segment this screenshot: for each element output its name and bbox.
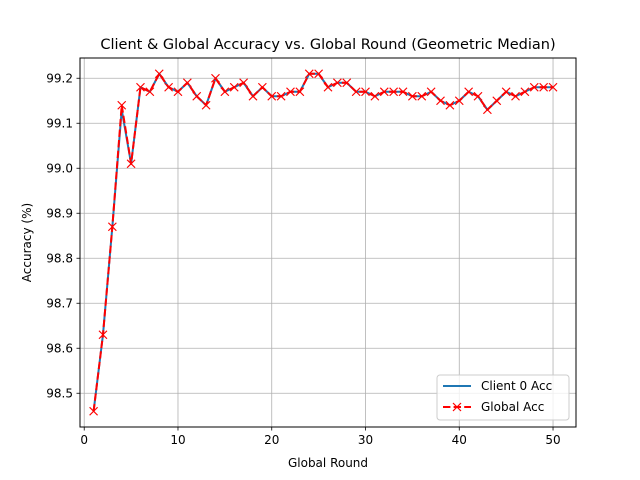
x-axis: 0 10 20 30 40 50: [80, 427, 561, 447]
chart-title: Client & Global Accuracy vs. Global Roun…: [100, 37, 555, 53]
data-point-global-acc: [539, 82, 549, 92]
data-point-global-acc: [426, 87, 436, 97]
x-tick-label: 30: [358, 433, 373, 447]
data-point-global-acc: [154, 69, 164, 79]
data-point-global-acc: [211, 73, 220, 83]
data-point-global-acc: [286, 87, 295, 97]
data-point-global-acc: [332, 78, 342, 88]
data-point-global-acc: [201, 100, 211, 110]
data-point-global-acc: [145, 87, 155, 97]
data-point-global-acc: [351, 87, 361, 97]
data-point-global-acc: [398, 87, 408, 97]
data-point-global-acc: [473, 91, 483, 101]
data-point-global-acc: [295, 87, 305, 97]
legend-marker-global-acc: [452, 402, 462, 412]
plot-series: [89, 69, 558, 416]
data-point-global-acc: [323, 82, 333, 92]
data-point-global-acc: [229, 82, 239, 92]
data-point-global-acc: [417, 91, 427, 101]
data-point-global-acc: [248, 91, 258, 101]
x-tick-label: 40: [452, 433, 467, 447]
data-point-global-acc: [361, 87, 370, 97]
y-tick-label: 99.0: [46, 162, 73, 176]
data-point-global-acc: [445, 100, 455, 110]
data-point-global-acc: [501, 87, 511, 97]
x-axis-label: Global Round: [288, 456, 368, 470]
data-point-global-acc: [389, 87, 399, 97]
legend: Client 0 Acc Global Acc: [436, 374, 570, 421]
y-tick-label: 98.9: [46, 207, 73, 221]
x-tick-label: 0: [80, 433, 88, 447]
data-point-global-acc: [520, 87, 530, 97]
y-tick-label: 98.5: [46, 387, 73, 401]
data-point-global-acc: [192, 91, 202, 101]
plot-frame: [79, 57, 577, 428]
legend-label-client-0-acc: Client 0 Acc: [481, 379, 552, 393]
data-point-global-acc: [304, 69, 314, 79]
data-point-global-acc: [126, 159, 136, 169]
data-point-global-acc: [220, 87, 230, 97]
data-point-global-acc: [492, 96, 502, 106]
data-point-global-acc: [136, 82, 145, 92]
y-axis: 98.5 98.6 98.7 98.8 98.9 99.0 99.1 99.2: [46, 72, 80, 401]
y-tick-label: 98.7: [46, 297, 73, 311]
data-point-global-acc: [98, 330, 108, 340]
data-point-global-acc: [548, 82, 558, 92]
y-tick-label: 98.8: [46, 252, 73, 266]
data-point-global-acc: [482, 105, 492, 115]
data-point-global-acc: [529, 82, 539, 92]
legend-label-global-acc: Global Acc: [481, 400, 544, 414]
x-tick-label: 10: [170, 433, 185, 447]
data-point-global-acc: [407, 91, 417, 101]
x-tick-label: 50: [545, 433, 560, 447]
data-point-global-acc: [436, 96, 445, 106]
data-point-global-acc: [379, 87, 389, 97]
data-point-global-acc: [314, 69, 324, 79]
y-tick-label: 99.2: [46, 72, 73, 86]
data-point-global-acc: [342, 78, 352, 88]
data-point-global-acc: [511, 91, 520, 101]
data-point-global-acc: [464, 87, 474, 97]
y-tick-label: 98.6: [46, 342, 73, 356]
data-point-global-acc: [276, 91, 286, 101]
data-point-global-acc: [267, 91, 277, 101]
data-point-global-acc: [182, 78, 192, 88]
y-axis-label: Accuracy (%): [20, 203, 34, 282]
grid-lines: [80, 58, 576, 427]
data-point-global-acc: [89, 406, 99, 416]
x-tick-label: 20: [264, 433, 279, 447]
data-point-global-acc: [164, 82, 174, 92]
data-point-global-acc: [454, 96, 464, 106]
data-point-global-acc: [117, 100, 127, 110]
data-point-global-acc: [370, 91, 380, 101]
data-point-global-acc: [239, 78, 249, 88]
data-point-global-acc: [257, 82, 267, 92]
data-point-global-acc: [107, 222, 117, 232]
data-point-global-acc: [173, 87, 183, 97]
y-tick-label: 99.1: [46, 117, 73, 131]
